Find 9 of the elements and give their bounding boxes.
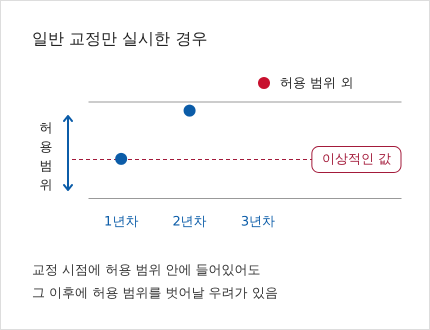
text: 허용 범위 외 [280,75,354,92]
x-tick-label: 3년차 [240,214,276,230]
text: 허용 범위 [38,120,54,195]
x-tick-label: 2년차 [172,214,207,230]
text: 교정 시점에 허용 범위 안에 들어있어도 [32,262,262,280]
text: 그 이후에 허용 범위를 벗어날 우려가 있음 [32,285,278,303]
x-tick-label: 1년차 [104,214,138,230]
chart-title: 일반 교정만 실시한 경우 [32,29,208,50]
ref-line-label: 이상적인 값 [322,152,392,167]
